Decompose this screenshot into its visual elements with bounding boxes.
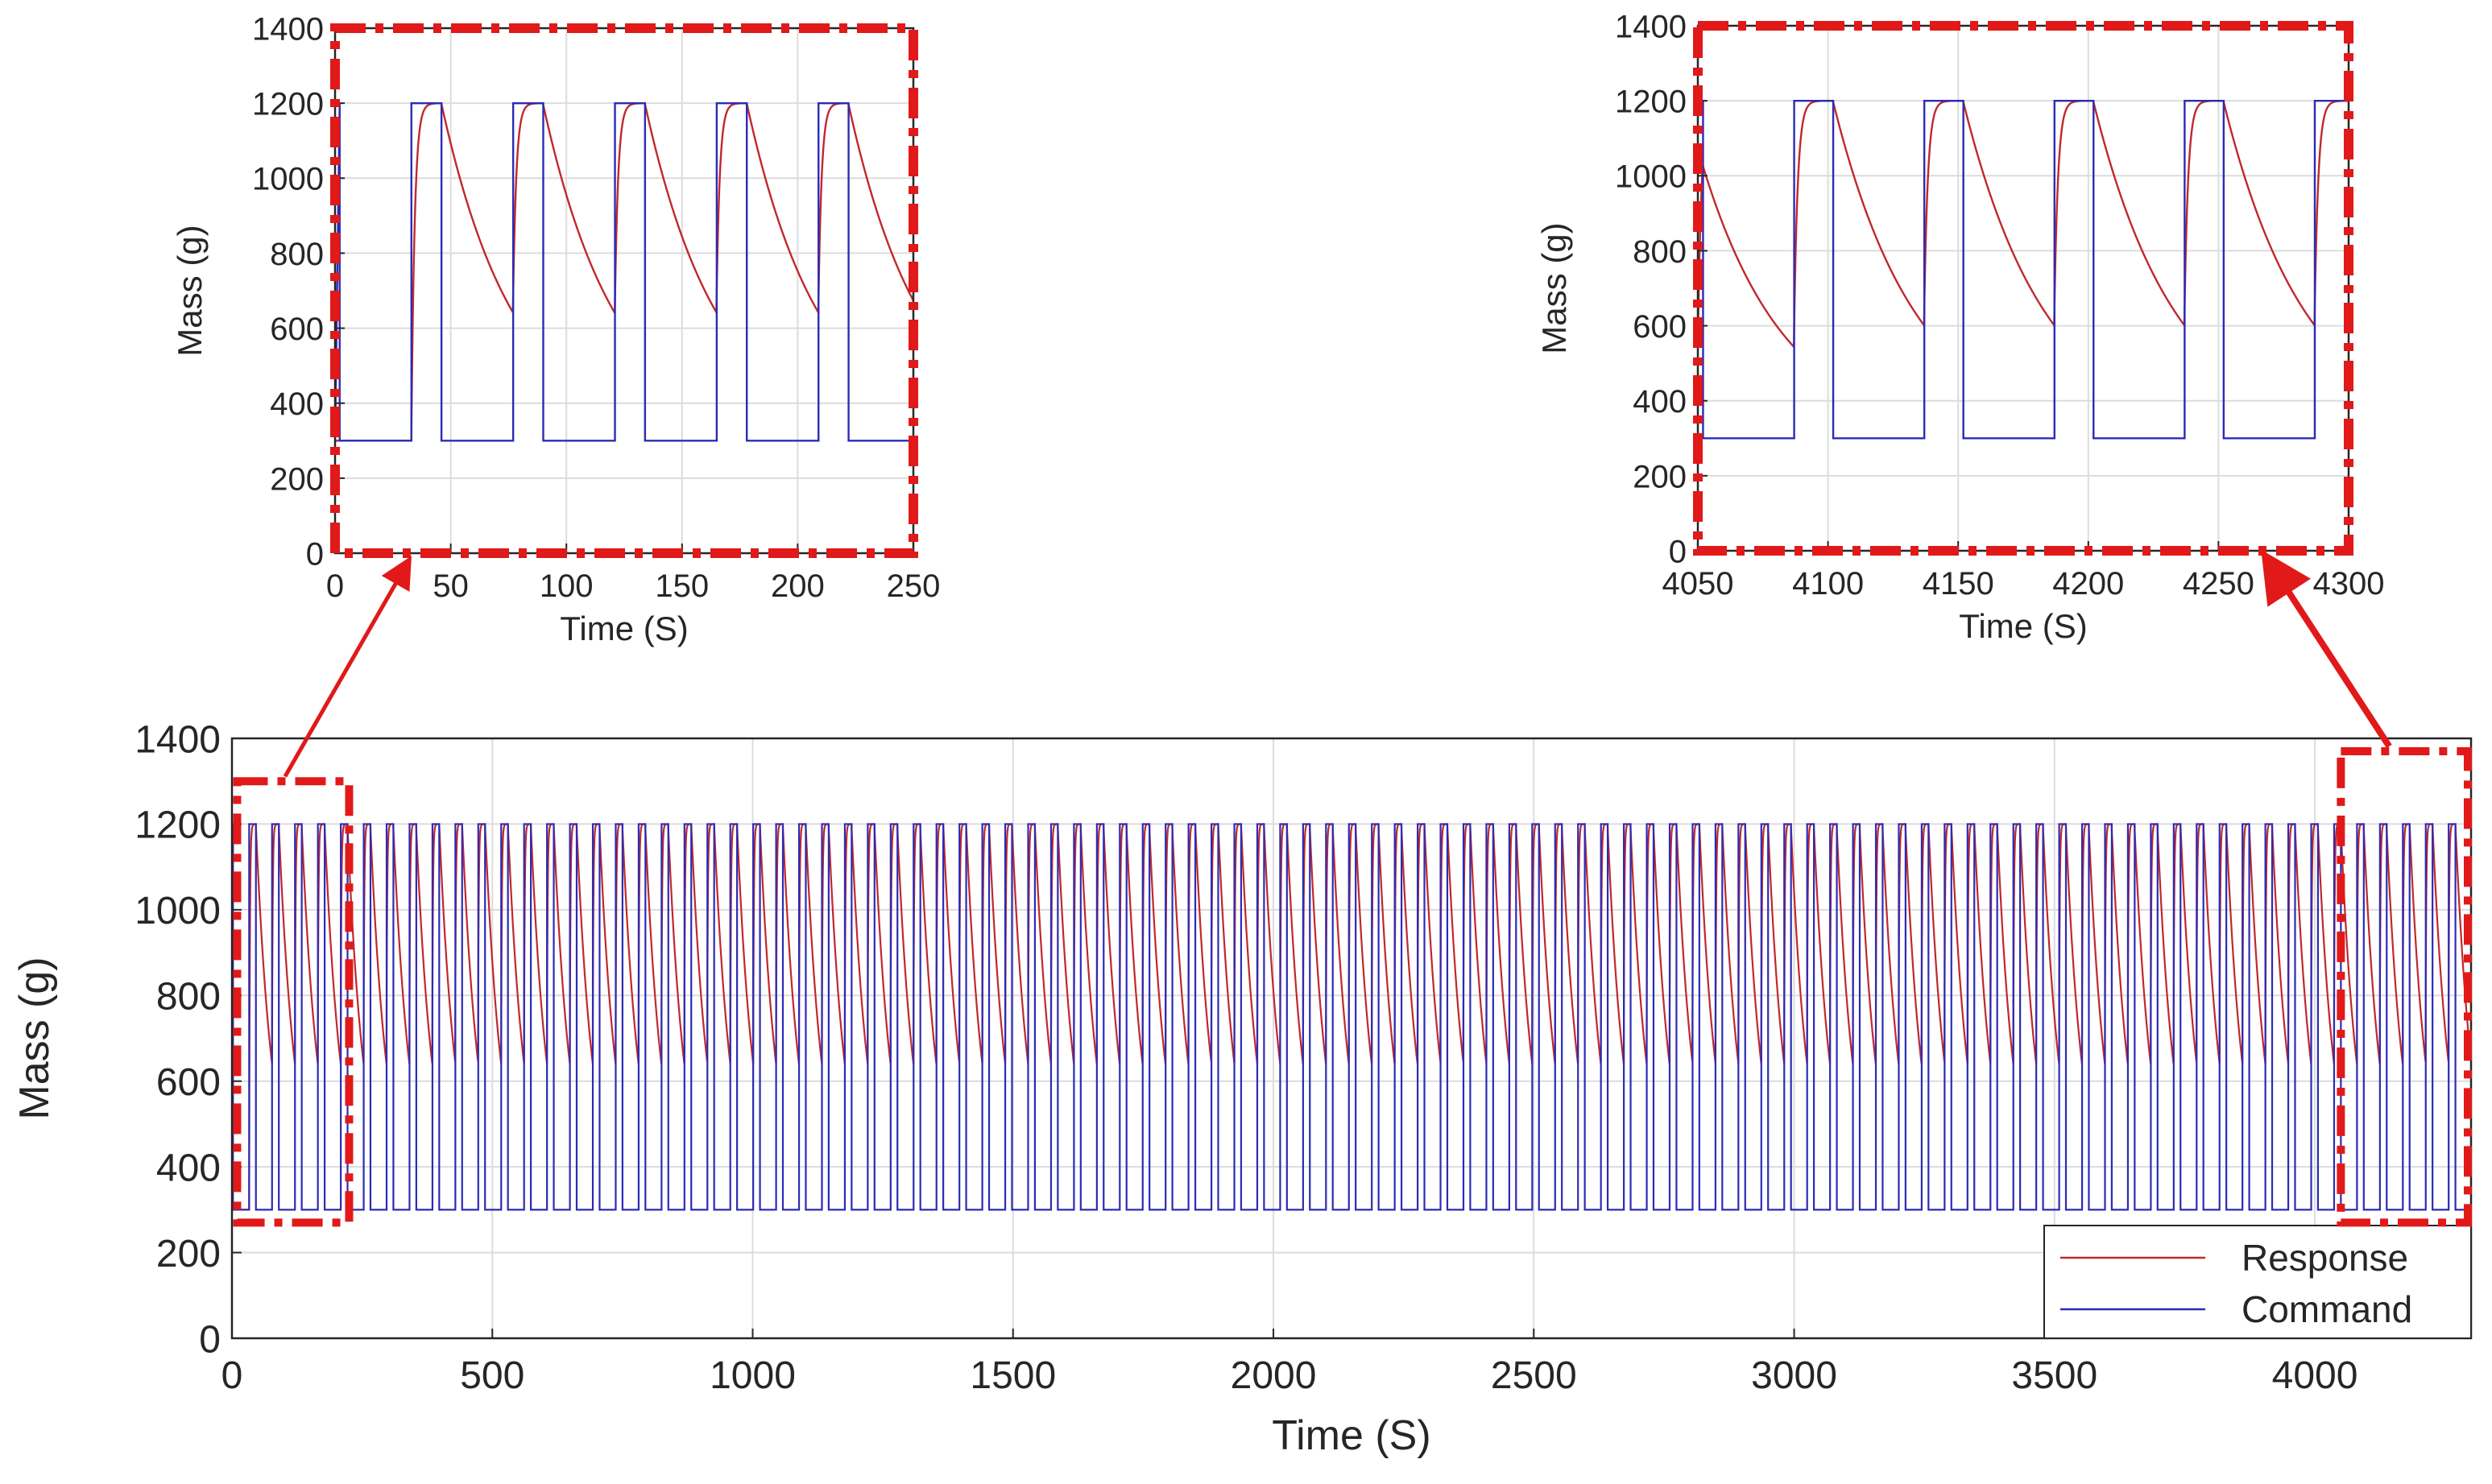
series-line-response	[1698, 99, 2349, 349]
inset-chart-end: 4050 4100 4150 4200 4250 4300 0 200 400 600 800 100…	[1535, 9, 2384, 645]
x-tick-label: 4150	[1923, 566, 1994, 601]
x-tick-label: 4050	[1662, 566, 1734, 601]
x-tick-label: 2500	[1491, 1354, 1577, 1397]
plot-area	[1698, 26, 2349, 551]
inset-start-highlight-frame	[330, 23, 918, 558]
x-tick-label: 4000	[2272, 1354, 2358, 1397]
y-tick-label: 1200	[1615, 85, 1687, 120]
x-tick-label: 3500	[2011, 1354, 2097, 1397]
main-chart-full-timeline: 0 500 1000 1500 2000 2500 3000 3500 4000 0 200 400 6…	[11, 718, 2473, 1459]
y-axis-label: Mass (g)	[171, 225, 209, 356]
y-tick-label: 1400	[1615, 9, 1687, 44]
y-tick-label: 1400	[135, 718, 221, 761]
y-tick-label: 400	[1633, 384, 1687, 420]
zoom-arrow-start	[283, 556, 412, 778]
legend-label-command: Command	[2242, 1288, 2412, 1330]
y-tick-label: 1000	[252, 162, 324, 197]
y-tick-label: 600	[1633, 309, 1687, 345]
y-tick-label: 400	[156, 1147, 221, 1189]
y-tick-label: 1200	[135, 804, 221, 847]
plot-area	[335, 28, 913, 553]
x-tick-label: 3000	[1751, 1354, 1837, 1397]
y-tick-label: 800	[270, 237, 324, 272]
zoom-annotations	[233, 21, 2472, 1227]
y-tick-label: 200	[156, 1233, 221, 1275]
legend-box	[2043, 1225, 2472, 1339]
series-line-response	[232, 823, 2471, 1211]
legend-label-response: Response	[2242, 1237, 2408, 1279]
inset-chart-start: 0 50 100 150 200 250 0 200 400 600 800 1000 1200 1400…	[171, 11, 940, 647]
x-tick-label: 0	[221, 1354, 243, 1397]
inset-end-highlight-frame	[1693, 21, 2353, 556]
x-tick-label: 4300	[2313, 566, 2385, 601]
y-axis-label: Mass (g)	[11, 957, 58, 1119]
y-tick-label: 800	[1633, 234, 1687, 270]
x-axis-label: Time (S)	[1272, 1412, 1430, 1459]
main-start-highlight-box	[233, 777, 354, 1227]
x-tick-label: 4250	[2183, 566, 2254, 601]
y-tick-label: 0	[306, 536, 324, 572]
y-tick-label: 400	[270, 387, 324, 422]
zoom-arrow-end	[2261, 549, 2392, 749]
y-tick-label: 1000	[1615, 159, 1687, 195]
series-line-command	[1698, 99, 2349, 440]
y-tick-label: 200	[270, 461, 324, 497]
y-tick-label: 600	[156, 1061, 221, 1104]
y-tick-label: 0	[199, 1318, 221, 1361]
x-axis-label: Time (S)	[1959, 607, 2087, 645]
x-tick-label: 2000	[1231, 1354, 1317, 1397]
main-end-highlight-box	[2337, 746, 2472, 1227]
y-axis-label: Mass (g)	[1535, 222, 1573, 353]
y-tick-label: 0	[1669, 534, 1687, 569]
y-tick-label: 200	[1633, 459, 1687, 494]
series-line-command	[232, 823, 2471, 1211]
y-tick-label: 1000	[135, 890, 221, 932]
x-tick-label: 250	[887, 568, 941, 604]
x-tick-label: 500	[460, 1354, 524, 1397]
x-axis-label: Time (S)	[560, 610, 688, 647]
x-tick-label: 100	[540, 568, 594, 604]
y-tick-label: 1200	[252, 87, 324, 122]
x-tick-label: 4100	[1792, 566, 1864, 601]
x-tick-label: 150	[655, 568, 709, 604]
x-tick-label: 4200	[2052, 566, 2124, 601]
y-tick-label: 1400	[252, 11, 324, 47]
x-tick-label: 1000	[710, 1354, 796, 1397]
y-tick-label: 800	[156, 976, 221, 1019]
y-tick-label: 600	[270, 312, 324, 347]
legend: Response Command	[2043, 1225, 2472, 1339]
x-tick-label: 1500	[970, 1354, 1056, 1397]
x-tick-label: 0	[326, 568, 344, 604]
x-tick-label: 50	[433, 568, 469, 604]
x-tick-label: 200	[771, 568, 825, 604]
series-line-command	[335, 101, 913, 442]
